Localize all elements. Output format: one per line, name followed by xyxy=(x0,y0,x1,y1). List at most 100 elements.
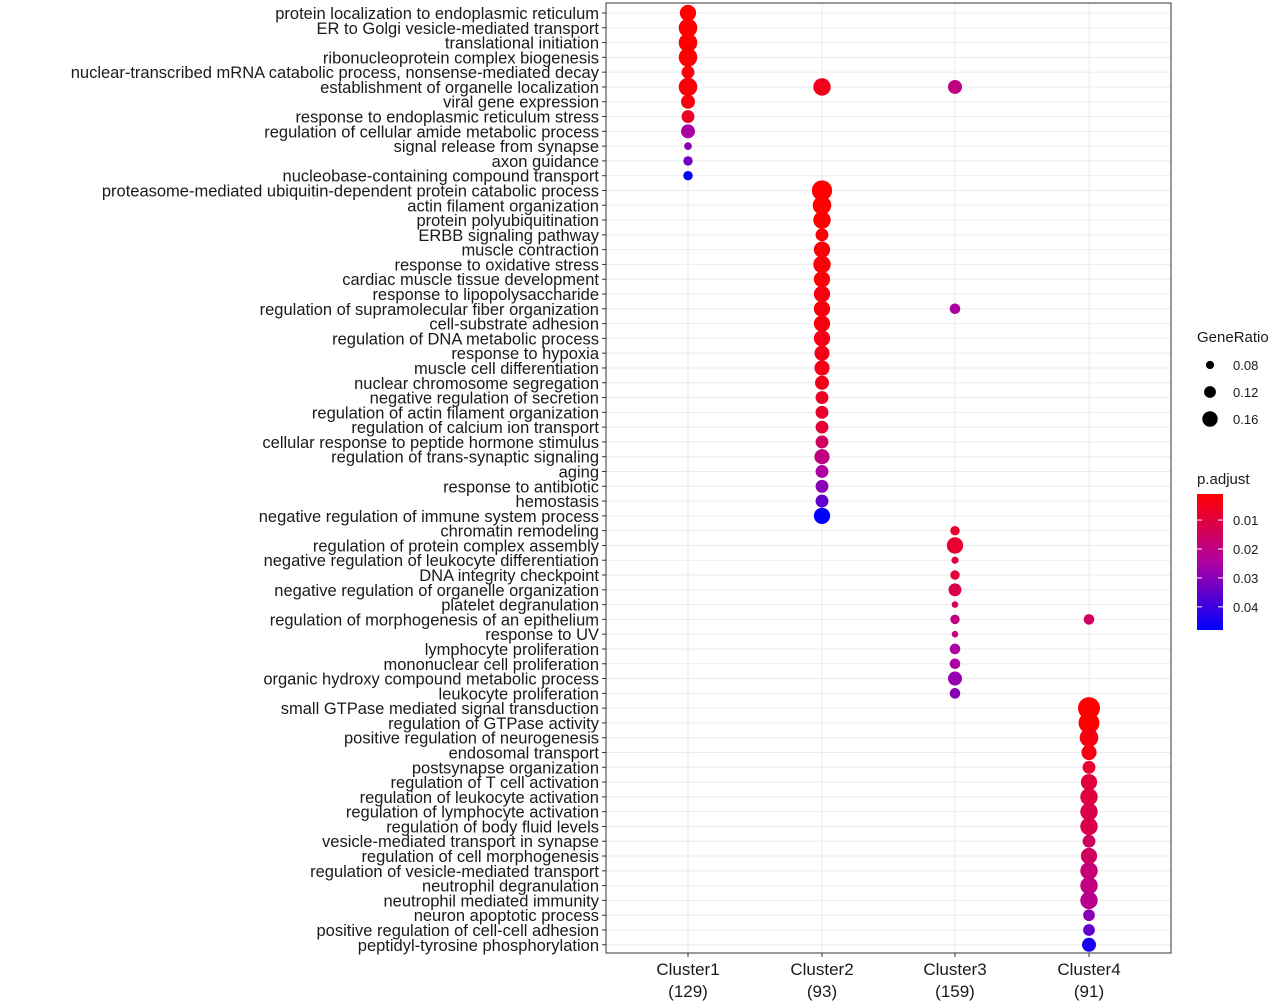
dot xyxy=(949,303,961,315)
size-legend-title: GeneRatio xyxy=(1197,329,1269,346)
dot xyxy=(813,255,831,274)
dot xyxy=(815,435,829,449)
term-label: platelet degranulation xyxy=(441,597,599,615)
dot xyxy=(1078,712,1100,734)
dot xyxy=(811,180,833,201)
dot xyxy=(815,391,829,404)
term-label: negative regulation of leukocyte differe… xyxy=(264,552,599,570)
dot xyxy=(683,170,693,181)
term-label: cardiac muscle tissue development xyxy=(342,271,599,289)
size-legend: 0.08 0.12 0.16 xyxy=(1202,358,1258,427)
term-label: postsynapse organization xyxy=(412,759,599,777)
cluster-count-label: (129) xyxy=(668,982,708,1001)
dot xyxy=(951,556,959,564)
term-label: regulation of vesicle-mediated transport xyxy=(310,863,599,881)
term-label: regulation of GTPase activity xyxy=(388,715,600,733)
dot xyxy=(681,65,695,79)
term-label: ERBB signaling pathway xyxy=(418,227,599,245)
dot xyxy=(678,18,698,38)
dot xyxy=(1080,862,1098,880)
term-label: regulation of T cell activation xyxy=(390,774,599,792)
term-label: signal release from synapse xyxy=(394,138,599,156)
color-legend-ticks: 0.01 0.02 0.03 0.04 xyxy=(1197,513,1258,615)
term-label: regulation of calcium ion transport xyxy=(351,419,599,437)
dot xyxy=(814,345,830,361)
term-label: translational initiation xyxy=(445,35,599,53)
term-label: proteasome-mediated ubiquitin-dependent … xyxy=(102,182,599,200)
dot xyxy=(1082,937,1096,952)
size-legend-label: 0.12 xyxy=(1233,385,1258,400)
color-legend-label: 0.01 xyxy=(1233,513,1258,528)
dot xyxy=(950,570,960,580)
cluster-name-label: Cluster4 xyxy=(1057,960,1120,979)
dot xyxy=(1080,788,1098,806)
dot xyxy=(679,4,697,22)
dot xyxy=(1080,773,1098,791)
cluster-count-label: (159) xyxy=(935,982,975,1001)
term-label: DNA integrity checkpoint xyxy=(419,567,599,585)
dot xyxy=(950,525,960,536)
dot xyxy=(948,583,962,597)
term-label: nucleobase-containing compound transport xyxy=(283,168,600,186)
dot xyxy=(1079,728,1099,748)
term-label: muscle cell differentiation xyxy=(414,360,599,378)
dot xyxy=(684,142,692,150)
term-label: actin filament organization xyxy=(407,197,599,215)
term-label: mononuclear cell proliferation xyxy=(383,656,599,674)
dot xyxy=(813,211,831,229)
color-legend-label: 0.04 xyxy=(1233,600,1258,615)
dot xyxy=(681,110,695,123)
dot xyxy=(1080,817,1098,836)
color-legend-label: 0.03 xyxy=(1233,571,1258,586)
dots xyxy=(678,4,1100,952)
dot xyxy=(949,658,961,670)
dot xyxy=(814,360,830,376)
dot xyxy=(1083,909,1095,922)
size-legend-dot xyxy=(1204,386,1216,398)
dot xyxy=(678,33,698,52)
term-label: viral gene expression xyxy=(443,94,599,112)
panel-border xyxy=(605,2,1172,954)
color-legend-bar xyxy=(1197,494,1223,630)
term-label: positive regulation of neurogenesis xyxy=(344,730,599,748)
dot xyxy=(1080,891,1098,910)
term-label: regulation of cell morphogenesis xyxy=(361,848,599,866)
term-label: regulation of body fluid levels xyxy=(386,818,599,836)
dot xyxy=(812,195,832,215)
cluster-labels: Cluster1 (129) Cluster2 (93) Cluster3 (159) Cl… xyxy=(656,953,1121,1001)
dot xyxy=(815,494,829,508)
term-label: protein polyubiquitination xyxy=(416,212,599,230)
dot xyxy=(1083,614,1095,625)
dot xyxy=(949,643,961,655)
legend: GeneRatio 0.08 0.12 0.16 p.adjust 0.01 0.02… xyxy=(1197,329,1269,630)
size-legend-dot xyxy=(1202,411,1218,427)
cluster-name-label: Cluster2 xyxy=(790,960,853,979)
dot xyxy=(815,479,829,493)
dot xyxy=(815,228,829,242)
dot xyxy=(681,124,695,139)
dot xyxy=(678,77,698,97)
dot xyxy=(951,630,959,638)
term-label: regulation of actin filament organizatio… xyxy=(312,404,599,422)
dot xyxy=(813,241,831,258)
term-labels: protein localization to endoplasmic reti… xyxy=(71,5,606,955)
term-label: response to lipopolysaccharide xyxy=(372,286,599,304)
term-label: protein localization to endoplasmic reti… xyxy=(275,5,599,23)
term-label: hemostasis xyxy=(516,493,599,511)
size-legend-dot xyxy=(1205,360,1215,370)
color-legend-title: p.adjust xyxy=(1197,471,1250,488)
dot xyxy=(815,405,829,419)
term-label: regulation of trans-synaptic signaling xyxy=(331,449,599,467)
dot xyxy=(815,375,829,390)
color-legend-label: 0.02 xyxy=(1233,542,1258,557)
term-label: negative regulation of organelle organiz… xyxy=(274,582,599,600)
dot xyxy=(681,94,695,109)
dot xyxy=(815,465,829,478)
term-label: response to oxidative stress xyxy=(394,256,599,274)
term-label: regulation of leukocyte activation xyxy=(360,789,599,807)
size-legend-label: 0.08 xyxy=(1233,358,1258,373)
term-label: neuron apoptotic process xyxy=(414,907,599,925)
dot xyxy=(1078,697,1100,720)
term-label: leukocyte proliferation xyxy=(438,685,599,703)
